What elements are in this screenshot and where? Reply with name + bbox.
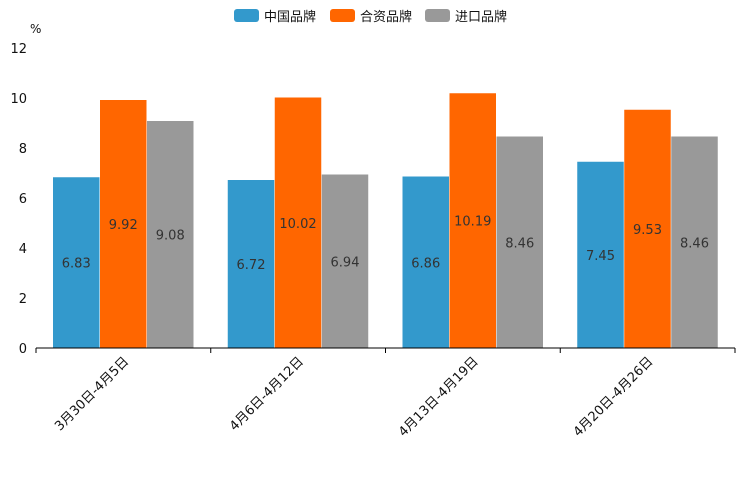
y-tick-label: 12: [10, 42, 27, 57]
legend-swatch: [234, 9, 259, 22]
x-category-label: 4月6日-4月12日: [227, 354, 307, 434]
bar-2-3: [449, 93, 496, 348]
legend: 中国品牌 合资品牌 进口品牌: [234, 9, 507, 25]
legend-label: 合资品牌: [360, 9, 412, 25]
data-label: 10.02: [279, 217, 316, 232]
legend-swatch: [330, 9, 355, 22]
bar-1-4: [577, 161, 624, 348]
bar-3-2: [321, 174, 369, 348]
data-label: 9.08: [156, 229, 185, 244]
data-label: 10.19: [454, 215, 491, 230]
bar-2-1: [100, 100, 147, 348]
data-label: 6.83: [62, 257, 91, 272]
y-tick-label: 0: [19, 342, 27, 357]
x-axis: 3月30日-4月5日 4月6日-4月12日 4月13日-4月19日 4月20日-4月2…: [35, 347, 736, 440]
legend-swatch: [425, 9, 450, 22]
bar-3-4: [671, 136, 718, 348]
bar-1-1: [53, 177, 100, 348]
data-label: 8.46: [505, 236, 534, 251]
data-label: 7.45: [586, 249, 615, 264]
y-axis-unit-label: %: [30, 22, 41, 36]
y-tick-label: 2: [19, 292, 27, 307]
x-category-label: 4月20日-4月26日: [571, 354, 657, 440]
y-axis: 0 2 4 6 8 10 12: [10, 42, 27, 357]
data-label: 6.94: [331, 255, 360, 270]
y-tick-label: 10: [10, 92, 27, 107]
bar-1-3: [402, 176, 449, 348]
y-tick-label: 6: [19, 192, 27, 207]
bar-1-2: [227, 180, 275, 348]
data-label: 8.46: [680, 236, 709, 251]
x-category-label: 3月30日-4月5日: [52, 354, 132, 434]
bar-3-3: [496, 136, 543, 348]
y-tick-label: 4: [19, 242, 27, 257]
bar-2-4: [624, 109, 671, 348]
data-label: 9.53: [633, 223, 662, 238]
bar-2-2: [274, 97, 322, 348]
bar-3-1: [147, 121, 194, 348]
data-label: 6.72: [237, 258, 266, 273]
y-tick-label: 8: [19, 142, 27, 157]
data-label: 9.92: [109, 218, 138, 233]
data-label: 6.86: [411, 256, 440, 271]
plot-area: 6.83 9.92 9.08 6.72 10.02 6.94 6.86 10.19 8.46 7.…: [53, 93, 718, 348]
x-category-label: 4月13日-4月19日: [396, 354, 482, 440]
legend-label: 进口品牌: [455, 9, 507, 25]
legend-label: 中国品牌: [264, 9, 316, 25]
